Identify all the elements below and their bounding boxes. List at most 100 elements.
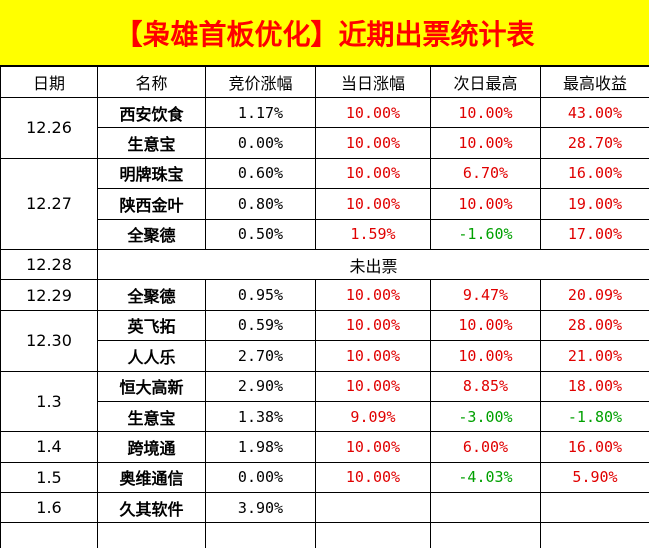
header-cell: 最高收益 [540, 66, 649, 98]
day-change: 10.00% [315, 127, 431, 159]
stock-name: 全聚德 [97, 279, 206, 311]
date-cell: 12.26 [0, 97, 98, 159]
day-change: 10.00% [315, 431, 431, 463]
data-row: 12.29 全聚德 0.95% 10.00% 9.47% 20.09% [0, 279, 649, 311]
header-cell: 次日最高 [430, 66, 541, 98]
day-change: 10.00% [315, 340, 431, 372]
header-cell: 名称 [97, 66, 206, 98]
date-cell: 1.5 [0, 461, 98, 494]
next-high: -1.60% [430, 218, 541, 250]
stock-name: 恒大高新 [97, 370, 206, 402]
day-change: 10.00% [315, 370, 431, 402]
date-cell: 1.4 [0, 431, 98, 463]
empty-cell [97, 522, 206, 548]
stock-name: 全聚德 [97, 218, 206, 250]
date-cell: 1.3 [0, 370, 98, 433]
bid-change: 1.38% [205, 400, 316, 433]
stock-name: 跨境通 [97, 431, 206, 463]
empty-cell [315, 522, 431, 548]
bid-change: 0.00% [205, 461, 316, 494]
bid-change: 0.60% [205, 157, 316, 190]
next-high: -3.00% [430, 400, 541, 433]
data-row: 1.5 奥维通信 0.00% 10.00% -4.03% 5.90% [0, 461, 649, 494]
date-cell: 12.27 [0, 157, 98, 250]
date-cell: 12.30 [0, 309, 98, 372]
header-cell: 竞价涨幅 [205, 66, 316, 98]
max-return: 16.00% [540, 157, 649, 190]
header-row: 日期 名称 竞价涨幅 当日涨幅 次日最高 最高收益 [0, 66, 649, 98]
next-high: 10.00% [430, 309, 541, 342]
stock-name: 英飞拓 [97, 309, 206, 342]
day-change: 10.00% [315, 188, 431, 220]
max-return: 20.09% [540, 279, 649, 311]
stock-name: 生意宝 [97, 127, 206, 159]
data-row: 全聚德 0.50% 1.59% -1.60% 17.00% [1, 218, 649, 250]
next-high: 9.47% [430, 279, 541, 311]
max-return: 28.00% [540, 309, 649, 342]
empty-cell [0, 522, 98, 548]
empty-cell [205, 522, 316, 548]
data-row: 12.27 明牌珠宝 0.60% 10.00% 6.70% 16.00% [0, 157, 649, 250]
max-return: 43.00% [540, 96, 649, 129]
data-row: 12.28 未出票 [0, 248, 649, 281]
stock-name: 久其软件 [97, 492, 206, 524]
bid-change: 2.90% [205, 370, 316, 402]
date-cell: 1.6 [0, 492, 98, 524]
day-change: 10.00% [315, 157, 431, 190]
day-change: 10.00% [315, 461, 431, 494]
data-row: 1.3 恒大高新 2.90% 10.00% 8.85% 18.00% [0, 370, 649, 433]
data-row: 12.26 西安饮食 1.17% 10.00% 10.00% 43.00% [0, 96, 649, 159]
header-cell: 当日涨幅 [315, 66, 431, 98]
next-high: 6.70% [430, 157, 541, 190]
stock-name: 西安饮食 [97, 96, 206, 129]
max-return: 28.70% [540, 127, 649, 159]
next-high: 10.00% [430, 340, 541, 372]
empty-cell [315, 492, 431, 524]
empty-cell [430, 522, 541, 548]
next-high: 10.00% [430, 188, 541, 220]
day-change: 9.09% [315, 400, 431, 433]
bid-change: 3.90% [205, 492, 316, 524]
title: 【枭雄首板优化】近期出票统计表 [0, 0, 649, 66]
header-cell: 日期 [0, 66, 98, 98]
max-return: -1.80% [540, 400, 649, 433]
day-change: 10.00% [315, 309, 431, 342]
max-return: 21.00% [540, 340, 649, 372]
day-change: 1.59% [315, 218, 431, 250]
day-change: 10.00% [315, 279, 431, 311]
max-return: 18.00% [540, 370, 649, 402]
data-row: 生意宝 0.00% 10.00% 10.00% 28.70% [1, 127, 649, 159]
stock-name: 生意宝 [97, 400, 206, 433]
data-row: 12.30 英飞拓 0.59% 10.00% 10.00% 28.00% [0, 309, 649, 372]
next-high: 10.00% [430, 127, 541, 159]
stock-name: 明牌珠宝 [97, 157, 206, 190]
empty-cell [540, 492, 649, 524]
bid-change: 0.00% [205, 127, 316, 159]
data-row: 陕西金叶 0.80% 10.00% 10.00% 19.00% [1, 188, 649, 220]
stock-name: 人人乐 [97, 340, 206, 372]
day-change: 10.00% [315, 96, 431, 129]
empty-cell [540, 522, 649, 548]
bid-change: 2.70% [205, 340, 316, 372]
stock-name: 陕西金叶 [97, 188, 206, 220]
max-return: 19.00% [540, 188, 649, 220]
data-row: 人人乐 2.70% 10.00% 10.00% 21.00% [1, 340, 649, 372]
bid-change: 0.80% [205, 188, 316, 220]
note-cell: 未出票 [97, 248, 649, 281]
stock-name: 奥维通信 [97, 461, 206, 494]
data-row: 1.6 久其软件 3.90% [0, 492, 649, 524]
max-return: 17.00% [540, 218, 649, 250]
bid-change: 1.98% [205, 431, 316, 463]
empty-row [0, 522, 649, 548]
max-return: 5.90% [540, 461, 649, 494]
data-row: 生意宝 1.38% 9.09% -3.00% -1.80% [1, 400, 649, 433]
next-high: 8.85% [430, 370, 541, 402]
stats-table: 日期 名称 竞价涨幅 当日涨幅 次日最高 最高收益 12.26 西安饮食 1.17% 10.00%… [0, 66, 649, 548]
bid-change: 0.59% [205, 309, 316, 342]
date-cell: 12.29 [0, 279, 98, 311]
data-row: 1.4 跨境通 1.98% 10.00% 6.00% 16.00% [0, 431, 649, 463]
max-return: 16.00% [540, 431, 649, 463]
bid-change: 0.50% [205, 218, 316, 250]
next-high: -4.03% [430, 461, 541, 494]
empty-cell [430, 492, 541, 524]
